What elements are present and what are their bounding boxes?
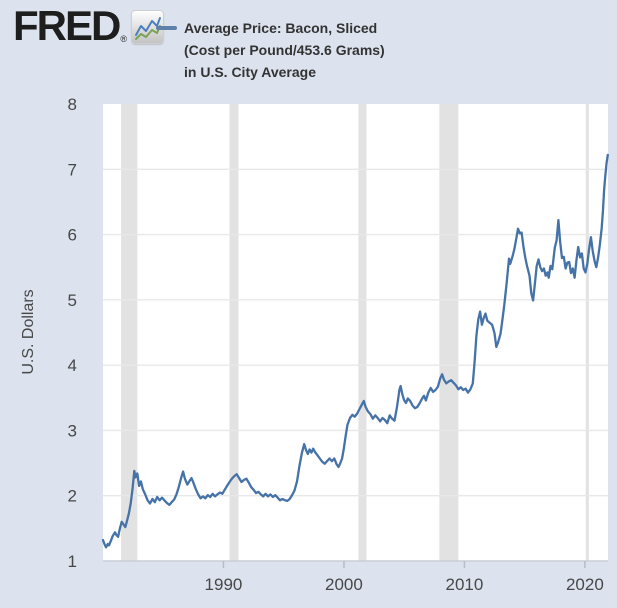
legend-label-line-3: in U.S. City Average xyxy=(184,64,317,80)
plot-area xyxy=(103,104,608,561)
y-tick-label: 4 xyxy=(68,356,77,375)
recession-band xyxy=(229,104,239,561)
x-tick-label: 1990 xyxy=(205,575,243,594)
y-tick-label: 1 xyxy=(68,552,77,571)
recession-band xyxy=(358,104,367,561)
recession-band xyxy=(439,104,459,561)
registered-trademark-icon: ® xyxy=(120,34,127,44)
price-series-line[interactable] xyxy=(101,153,609,549)
y-tick-label: 7 xyxy=(68,160,77,179)
y-tick-label: 5 xyxy=(68,291,77,310)
recession-band xyxy=(121,104,138,561)
x-tick-label: 2010 xyxy=(445,575,483,594)
series-legend-label: Average Price: Bacon, Sliced (Cost per P… xyxy=(184,17,385,83)
legend-label-line-2: (Cost per Pound/453.6 Grams) xyxy=(184,42,385,58)
fred-sparkline-icon xyxy=(130,10,164,44)
y-tick-label: 2 xyxy=(68,487,77,506)
y-axis-title: U.S. Dollars xyxy=(20,289,37,374)
y-tick-label: 8 xyxy=(68,95,77,114)
series-legend[interactable]: Average Price: Bacon, Sliced (Cost per P… xyxy=(156,17,385,83)
x-tick-label: 2000 xyxy=(325,575,363,594)
legend-label-line-1: Average Price: Bacon, Sliced xyxy=(184,20,378,36)
recession-band xyxy=(585,104,589,561)
fred-logo[interactable]: FRED ® xyxy=(13,2,164,49)
series-line-swatch-icon xyxy=(156,26,177,30)
x-tick-label: 2020 xyxy=(566,575,604,594)
y-tick-label: 6 xyxy=(68,226,77,245)
fred-logo-text: FRED xyxy=(13,2,121,49)
chart-header: FRED ® Average Price: Bacon, Sliced (Cos… xyxy=(0,0,617,90)
y-tick-label: 3 xyxy=(68,421,77,440)
